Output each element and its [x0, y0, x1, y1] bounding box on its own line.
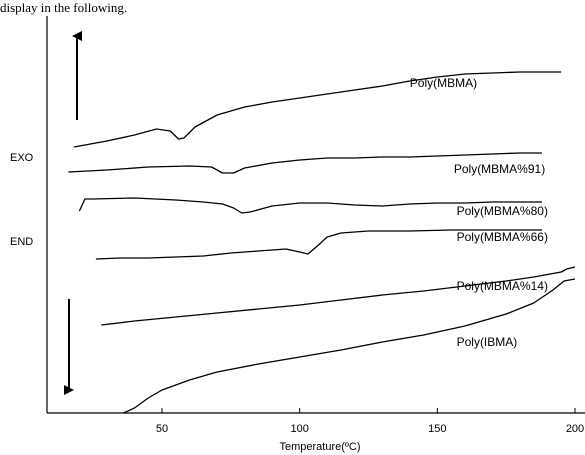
series-line-5 — [101, 266, 576, 326]
series-line-4 — [95, 229, 542, 260]
series-label-3: Poly(MBMA%80) — [457, 204, 548, 218]
series-label-2: Poly(MBMA%91) — [454, 162, 545, 176]
x-tick-label: 200 — [566, 423, 584, 435]
series-line-2 — [68, 152, 542, 174]
exo-label: EXO — [10, 152, 34, 164]
series-line-6 — [123, 278, 576, 414]
caption-text: display in the following. — [0, 0, 128, 15]
series-label-6: Poly(IBMA) — [457, 335, 518, 349]
x-tick-label: 50 — [156, 423, 168, 435]
x-axis-title: Temperature(ºC) — [279, 441, 361, 453]
series-line-1 — [73, 71, 562, 148]
series-label-4: Poly(MBMA%66) — [457, 230, 548, 244]
series-line-3 — [78, 197, 542, 214]
end-label: END — [10, 236, 34, 248]
x-tick-label: 150 — [428, 423, 446, 435]
series-label-5: Poly(MBMA%14) — [457, 279, 548, 293]
x-tick-label: 100 — [290, 423, 308, 435]
series-label-1: Poly(MBMA) — [410, 76, 477, 90]
